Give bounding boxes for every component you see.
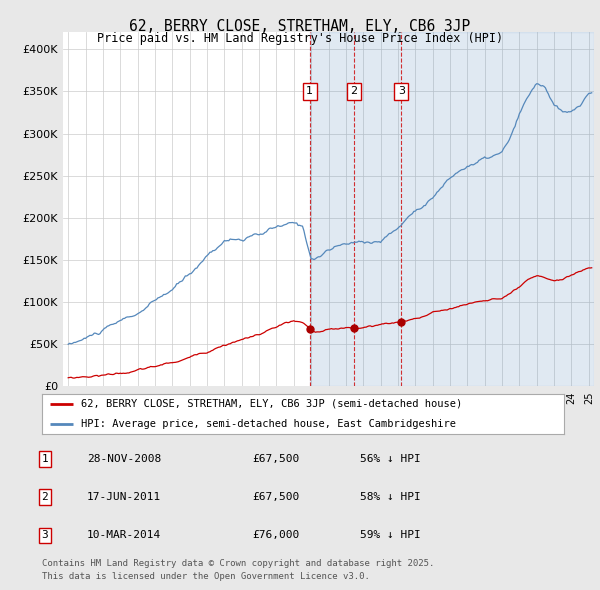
Text: 59% ↓ HPI: 59% ↓ HPI (360, 530, 421, 540)
Text: 2: 2 (350, 87, 358, 96)
Text: 3: 3 (398, 87, 405, 96)
Text: 62, BERRY CLOSE, STRETHAM, ELY, CB6 3JP (semi-detached house): 62, BERRY CLOSE, STRETHAM, ELY, CB6 3JP … (81, 399, 463, 408)
Bar (310, 32, 594, 386)
Text: 58% ↓ HPI: 58% ↓ HPI (360, 492, 421, 502)
Text: Price paid vs. HM Land Registry's House Price Index (HPI): Price paid vs. HM Land Registry's House … (97, 32, 503, 45)
Text: £67,500: £67,500 (252, 492, 299, 502)
Text: 10-MAR-2014: 10-MAR-2014 (87, 530, 161, 540)
Text: 62, BERRY CLOSE, STRETHAM, ELY, CB6 3JP: 62, BERRY CLOSE, STRETHAM, ELY, CB6 3JP (130, 19, 470, 34)
Text: £76,000: £76,000 (252, 530, 299, 540)
Text: 28-NOV-2008: 28-NOV-2008 (87, 454, 161, 464)
Text: 1: 1 (41, 454, 49, 464)
Text: Contains HM Land Registry data © Crown copyright and database right 2025.: Contains HM Land Registry data © Crown c… (42, 559, 434, 568)
Text: 17-JUN-2011: 17-JUN-2011 (87, 492, 161, 502)
Text: This data is licensed under the Open Government Licence v3.0.: This data is licensed under the Open Gov… (42, 572, 370, 581)
Text: 56% ↓ HPI: 56% ↓ HPI (360, 454, 421, 464)
Text: £67,500: £67,500 (252, 454, 299, 464)
Text: 1: 1 (306, 87, 313, 96)
Text: HPI: Average price, semi-detached house, East Cambridgeshire: HPI: Average price, semi-detached house,… (81, 419, 456, 428)
Text: 2: 2 (41, 492, 49, 502)
Text: 3: 3 (41, 530, 49, 540)
